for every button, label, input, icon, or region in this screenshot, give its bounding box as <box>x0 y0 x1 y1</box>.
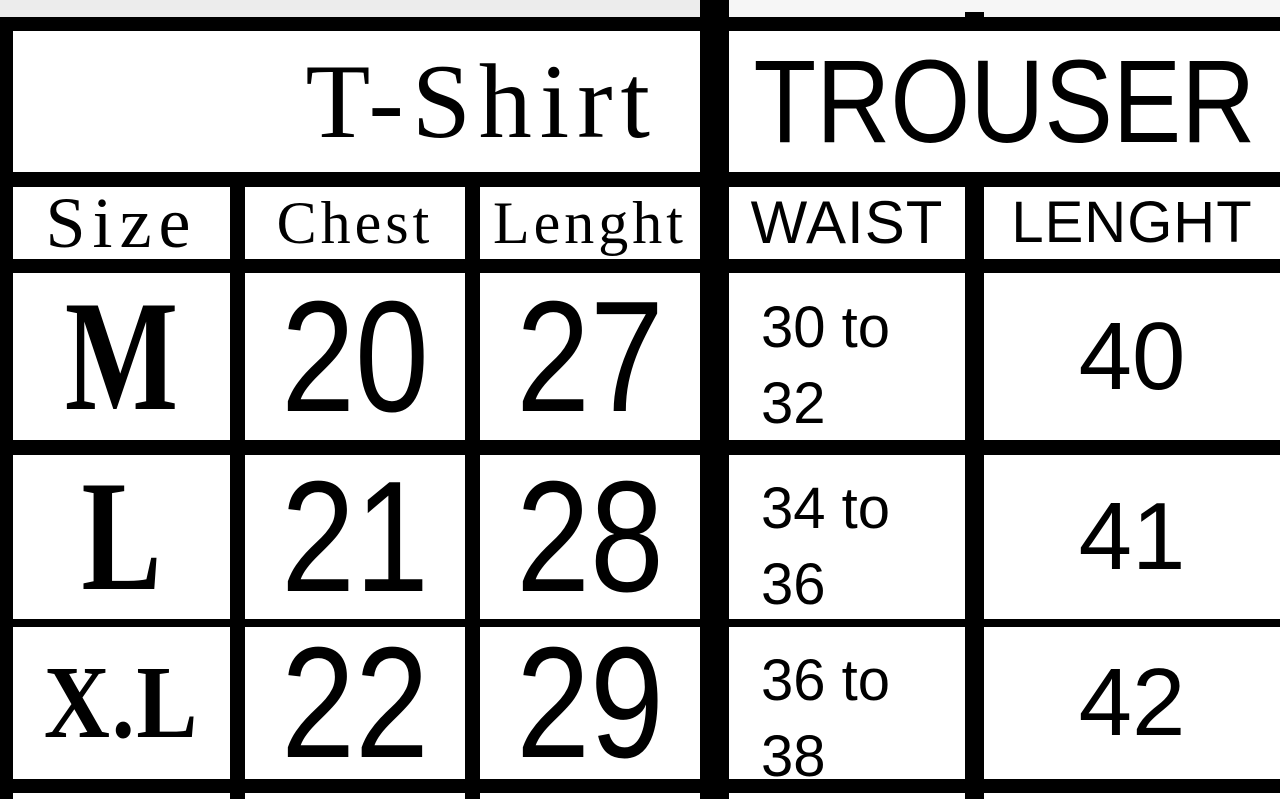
tshirt-lenght-m: 27 <box>516 269 664 445</box>
tshirt-size-m: M <box>64 269 179 444</box>
grid-line-below-headers <box>0 259 1280 273</box>
tshirt-header-chest: Chest <box>276 190 434 256</box>
tshirt-lenght-l: 28 <box>516 449 664 625</box>
grid-line-size-chest <box>230 172 245 799</box>
trouser-lenght-xl: 42 <box>1078 649 1186 756</box>
grid-line-left-border <box>0 17 13 799</box>
grid-line-below-titles <box>0 172 1280 187</box>
grid-line-row1 <box>0 440 1280 455</box>
top-cutoff-strip-left <box>0 0 700 17</box>
grid-line-bottom <box>0 779 1280 793</box>
tshirt-chest-m: 20 <box>281 269 429 445</box>
tshirt-chest-l: 21 <box>281 449 429 625</box>
trouser-header-lenght: LENGHT <box>1011 190 1253 255</box>
tshirt-header-size: Size <box>45 183 198 263</box>
tshirt-lenght-xl: 29 <box>516 615 664 791</box>
trouser-waist-xl-text: 36 to 38 <box>761 648 890 789</box>
tshirt-title: T-Shirt <box>305 42 658 160</box>
tshirt-header-lenght: Lenght <box>493 190 687 256</box>
grid-line-waist-lenght <box>965 172 984 799</box>
trouser-title: TROUSER <box>729 31 1280 172</box>
trouser-waist-l-text: 34 to 36 <box>761 476 890 617</box>
trouser-waist-m-text: 30 to 32 <box>761 295 890 436</box>
tshirt-size-xl: X.L <box>43 645 200 760</box>
trouser-header-waist: WAIST <box>750 189 944 256</box>
grid-line-chest-lenght <box>465 172 480 799</box>
trouser-lenght-m: 40 <box>1078 303 1186 410</box>
trouser-waist-m: 30 to 32 <box>729 274 965 440</box>
grid-line-waist-lenght-stub <box>965 12 984 17</box>
tshirt-chest-xl: 22 <box>281 615 429 791</box>
grid-line-table-divider <box>700 0 729 799</box>
trouser-waist-xl: 36 to 38 <box>729 627 965 789</box>
trouser-waist-l: 34 to 36 <box>729 455 965 619</box>
tshirt-size-l: L <box>81 449 162 624</box>
grid-line-top <box>0 17 1280 31</box>
grid-line-row2 <box>0 619 1280 627</box>
trouser-title-text: TROUSER <box>753 35 1256 168</box>
top-cutoff-strip-right <box>729 0 1280 17</box>
trouser-lenght-l: 41 <box>1078 483 1186 590</box>
